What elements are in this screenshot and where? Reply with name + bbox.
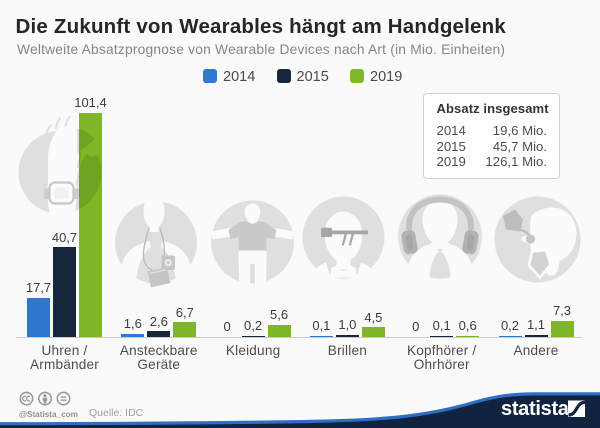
svg-text:statista: statista <box>501 398 570 420</box>
